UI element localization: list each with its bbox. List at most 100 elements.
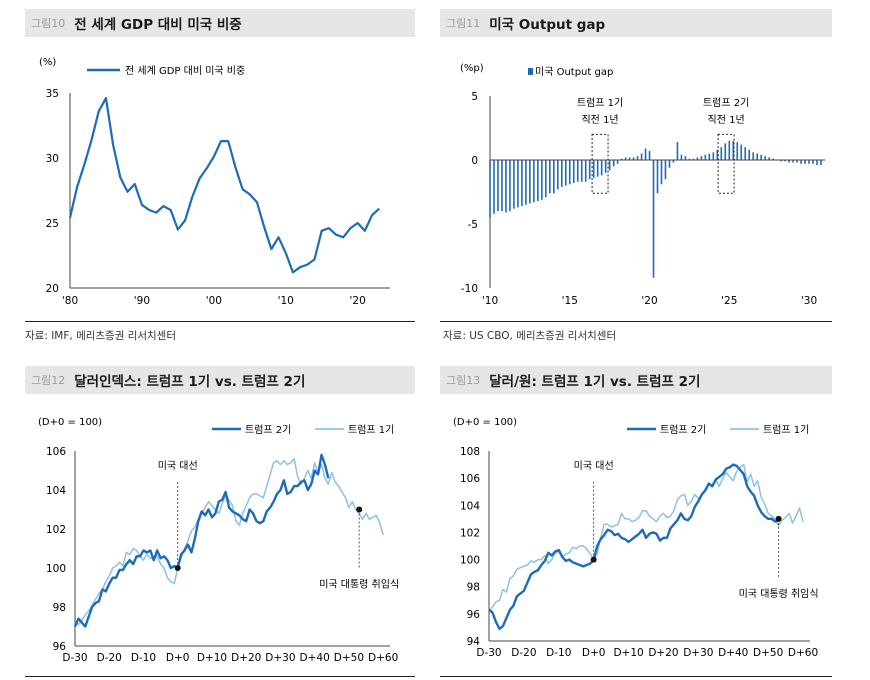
y-tick-label: 100 — [460, 555, 480, 567]
y-tick-label: 102 — [460, 527, 480, 539]
bar — [688, 158, 691, 160]
bar — [572, 160, 575, 184]
x-tick-label: D-20 — [97, 652, 122, 664]
y-tick-label: 96 — [53, 641, 67, 653]
bar — [580, 160, 583, 182]
bar — [509, 160, 511, 212]
x-tick-label: D-20 — [511, 647, 536, 659]
bar — [740, 144, 743, 160]
y-tick-label: 96 — [467, 609, 481, 621]
x-tick-label: '90 — [134, 295, 150, 307]
y-tick-label: 98 — [467, 582, 480, 594]
x-tick-label: D+40 — [718, 647, 748, 659]
x-tick-label: '10 — [482, 295, 498, 307]
bar — [760, 154, 762, 160]
bar — [780, 160, 782, 162]
divider — [440, 321, 832, 322]
bar — [596, 160, 599, 177]
legend-label: 트럼프 1기 — [763, 423, 809, 436]
bar — [497, 160, 499, 212]
bar — [744, 147, 747, 160]
bar — [493, 160, 495, 214]
bar — [728, 140, 731, 160]
bar — [648, 151, 651, 160]
y-tick-label: 25 — [46, 218, 59, 230]
bar — [545, 160, 547, 198]
series-line-trump1 — [488, 463, 804, 612]
figure-header: 그림13 달러/원: 트럼프 1기 vs. 트럼프 2기 — [440, 366, 832, 394]
bar — [541, 160, 543, 200]
legend-label: 트럼프 2기 — [245, 423, 291, 436]
bar — [772, 158, 774, 160]
bar — [560, 160, 563, 187]
bar — [752, 152, 755, 160]
legend-label: 미국 Output gap — [535, 66, 613, 78]
bar — [684, 156, 687, 160]
bar — [692, 158, 695, 160]
series-line-trump2 — [73, 453, 330, 628]
bar — [632, 157, 635, 160]
bar — [712, 152, 715, 160]
bar — [624, 157, 627, 160]
legend-label: 트럼프 1기 — [348, 423, 394, 436]
bar — [812, 160, 814, 164]
bar — [668, 160, 671, 168]
bar — [756, 153, 759, 160]
bar — [576, 160, 579, 182]
y-tick-label: 102 — [46, 524, 66, 536]
y-tick-label: 20 — [46, 283, 59, 295]
bar — [672, 160, 675, 163]
bar — [616, 160, 619, 164]
figure-number: 그림10 — [31, 17, 66, 30]
x-tick-label: D+20 — [231, 652, 261, 664]
x-tick-label: D+0 — [582, 647, 606, 659]
bar — [553, 160, 555, 194]
bar — [489, 160, 491, 218]
x-tick-label: '25 — [721, 295, 737, 307]
bar — [652, 160, 655, 278]
bar — [748, 149, 751, 160]
x-tick-label: '10 — [278, 295, 294, 307]
x-tick-label: D-10 — [131, 652, 156, 664]
legend-swatch — [528, 68, 533, 75]
bar — [568, 160, 571, 185]
series-line — [68, 97, 380, 274]
bar — [680, 154, 683, 160]
chart-usdkrw: (D+0 = 100) 94 96 98 100 102 104 106 108 D-30 D-20… — [453, 417, 819, 659]
figure-header: 그림11 미국 Output gap — [440, 9, 832, 37]
bar — [608, 160, 611, 171]
y-tick-label: 0 — [471, 155, 478, 167]
bar — [784, 160, 786, 162]
x-tick-label: D+30 — [265, 652, 295, 664]
y-tick-label: 106 — [460, 473, 480, 485]
figure-title: 달러인덱스: 트럼프 1기 vs. 트럼프 2기 — [74, 374, 306, 390]
bar — [604, 160, 607, 173]
figure-number: 그림13 — [446, 374, 481, 387]
annotation-label: 직전 1년 — [708, 114, 745, 126]
bar — [525, 160, 527, 205]
bar — [716, 149, 719, 160]
bar — [660, 160, 663, 185]
figure-title: 미국 Output gap — [489, 17, 606, 33]
bar — [820, 160, 822, 166]
x-tick-label: D+20 — [648, 647, 678, 659]
divider — [440, 676, 832, 677]
chart-output-gap: (%p) 5 0 -5 -10 미국 Output gap '10 '15 '20 '25 '30 트… — [460, 63, 825, 307]
bar — [537, 160, 539, 201]
y-tick-label: -5 — [468, 219, 478, 231]
y-tick-label: 94 — [467, 636, 481, 648]
figure-header: 그림10 전 세계 GDP 대비 미국 비중 — [25, 9, 415, 37]
source-note: 자료: US CBO, 메리츠증권 리서치센터 — [443, 330, 617, 342]
x-tick-label: '20 — [350, 295, 366, 307]
y-tick-label: -10 — [461, 283, 478, 295]
bar — [612, 160, 615, 167]
bar — [505, 160, 507, 213]
y-tick-label: 104 — [46, 485, 66, 497]
y-unit-label: (%) — [39, 57, 56, 68]
legend-label: 전 세계 GDP 대비 미국 비중 — [125, 65, 245, 77]
x-tick-label: D-10 — [546, 647, 571, 659]
bar — [676, 142, 679, 160]
x-tick-label: D-30 — [476, 647, 501, 659]
x-tick-label: D+10 — [613, 647, 643, 659]
annotation-dot — [590, 556, 597, 563]
